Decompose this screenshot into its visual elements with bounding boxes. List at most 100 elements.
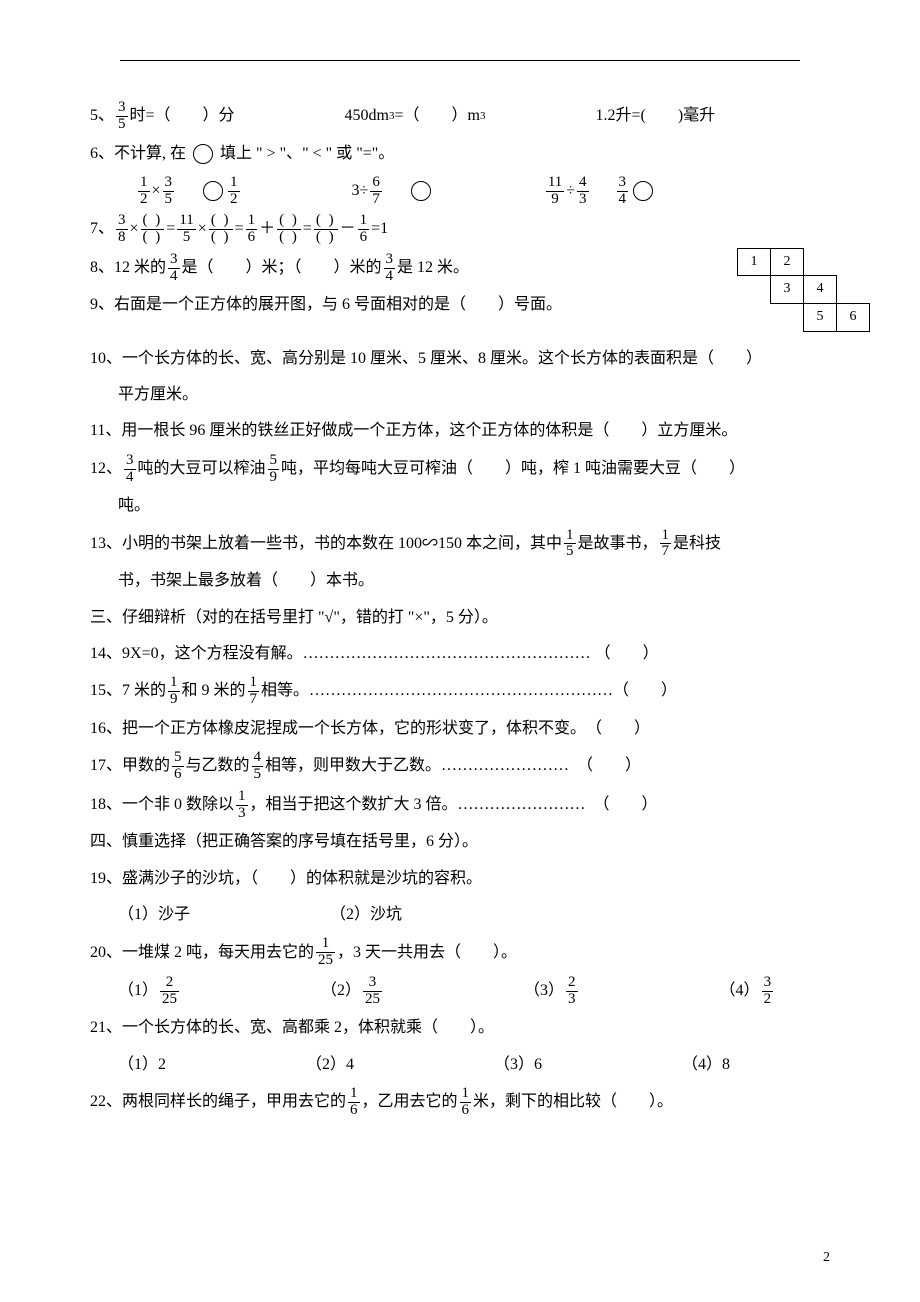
eq1: =1 [371,214,388,244]
q17-a: 17、甲数的 [90,751,170,781]
q5-p2b: =（ ）m [395,101,480,131]
times: × [152,176,161,206]
question-7: 7、 38 × ( )( ) = 115 × ( )( ) = 16 ＋ ( )… [90,213,840,246]
frac: 67 [370,175,382,208]
question-12: 12、 34 吨的大豆可以榨油 59 吨，平均每吨大豆可榨油（ ）吨，榨 1 吨… [90,453,840,486]
question-21-options: （1）2 （2）4 （3）6 （4）8 [90,1050,840,1080]
q20-a: 20、一堆煤 2 吨，每天用去它的 [90,938,314,968]
frac: 56 [172,750,184,783]
q17-c: 相等，则甲数大于乙数。…………………… （ ） [265,751,641,781]
question-10b: 平方厘米。 [90,380,840,410]
eq: = [303,214,312,244]
frac-3-5: 3 5 [116,100,128,133]
circle-icon [193,144,213,164]
question-10: 10、一个长方体的长、宽、高分别是 10 厘米、5 厘米、8 厘米。这个长方体的… [90,344,840,374]
question-11: 11、用一根长 96 厘米的铁丝正好做成一个正方体，这个正方体的体积是（ ）立方… [90,416,840,446]
circle-icon [203,181,223,201]
opt: （3）6 [494,1050,542,1080]
frac-paren: ( )( ) [314,213,338,246]
eq: = [166,214,175,244]
q13-a: 13、小明的书架上放着一些书，书的本数在 100∽150 本之间，其中 [90,529,562,559]
frac-paren: ( )( ) [209,213,233,246]
times: × [198,214,207,244]
frac: 59 [268,453,280,486]
frac: 34 [384,252,396,285]
frac: 325 [363,975,382,1008]
question-20-options: （1） 225 （2） 325 （3） 23 （4） 32 [90,975,840,1008]
exp: 3 [480,106,486,127]
frac: 16 [246,213,258,246]
q17-b: 与乙数的 [186,751,250,781]
opt: （2）沙坑 [330,900,402,930]
question-8: 8、12 米的 34 是（ ）米；（ ）米的 34 是 12 米。 [90,252,723,285]
opt-label: （1） [118,976,158,1006]
frac: 115 [177,213,195,246]
opt-label: （4） [720,976,760,1006]
net-cell: 1 [738,248,771,276]
frac: 35 [163,175,175,208]
q5-p2a: 450dm [345,101,389,131]
frac: 16 [358,213,370,246]
q12-tail: 吨。 [90,491,840,521]
minus: － [340,214,356,244]
q22-a: 22、两根同样长的绳子，甲用去它的 [90,1087,346,1117]
frac: 43 [577,175,589,208]
frac: 125 [316,936,335,969]
page: 5、 3 5 时=（ ）分 450dm3 =（ ）m3 1.2升=( )毫升 6… [0,0,920,1302]
cube-net: 12 34 56 [737,248,870,332]
opt: （1）沙子 [118,900,190,930]
question-22: 22、两根同样长的绳子，甲用去它的 16 ，乙用去它的 16 米，剩下的相比较（… [90,1086,840,1119]
q15-c: 相等。…………………………………………………（ ） [261,676,677,706]
frac: 17 [248,675,260,708]
q13-b: 是故事书， [578,529,658,559]
frac: 34 [124,453,136,486]
header-rule [120,60,800,61]
q5-p1: 时=（ ）分 [130,101,235,131]
question-15: 15、7 米的 19 和 9 米的 17 相等。…………………………………………… [90,675,840,708]
q12-b: 吨的大豆可以榨油 [138,454,266,484]
frac: 32 [762,975,774,1008]
q12-a: 12、 [90,454,122,484]
q8-c: 是 12 米。 [397,253,469,283]
net-cell: 4 [804,276,837,304]
q7-prefix: 7、 [90,214,114,244]
page-number: 2 [823,1245,830,1272]
circle-icon [411,181,431,201]
frac: 34 [168,252,180,285]
opt-label: （3） [524,976,564,1006]
q22-b: ，乙用去它的 [362,1087,458,1117]
frac: 13 [236,789,248,822]
q5-p3: 1.2升=( )毫升 [595,101,715,131]
q6-tail: 填上 " > "、" < " 或 "="。 [220,145,394,162]
question-21: 21、一个长方体的长、宽、高都乘 2，体积就乘（ ）。 [90,1013,840,1043]
frac: 34 [617,175,629,208]
frac: 16 [348,1086,360,1119]
content: 5、 3 5 时=（ ）分 450dm3 =（ ）m3 1.2升=( )毫升 6… [90,100,840,1119]
frac: 19 [168,675,180,708]
opt: （4）8 [682,1050,730,1080]
q6-prefix: 6、不计算, 在 [90,145,186,162]
frac: 38 [116,213,128,246]
opt: （2）4 [306,1050,354,1080]
net-cell: 2 [771,248,804,276]
question-19: 19、盛满沙子的沙坑，（ ）的体积就是沙坑的容积。 [90,864,840,894]
q8-a: 8、12 米的 [90,253,166,283]
question-19-options: （1）沙子 （2）沙坑 [90,900,840,930]
q18-b: ，相当于把这个数扩大 3 倍。…………………… （ ） [250,790,658,820]
q18-a: 18、一个非 0 数除以 [90,790,234,820]
question-16: 16、把一个正方体橡皮泥捏成一个长方体，它的形状变了，体积不变。 （ ） [90,714,840,744]
circle-icon [633,181,653,201]
q15-b: 和 9 米的 [182,676,246,706]
q5-prefix: 5、 [90,101,114,131]
question-6-expr: 12 × 35 12 3÷ 67 119 ÷ 43 34 [90,175,840,208]
eq: = [235,214,244,244]
plus: ＋ [259,214,275,244]
q22-c: 米，剩下的相比较（ ）。 [473,1087,673,1117]
cube-net-table: 12 34 56 [737,248,870,332]
question-5: 5、 3 5 时=（ ）分 450dm3 =（ ）m3 1.2升=( )毫升 [90,100,840,133]
frac: 12 [228,175,240,208]
frac: 16 [460,1086,472,1119]
frac: 12 [138,175,150,208]
net-cell: 5 [804,304,837,332]
frac: 17 [660,528,672,561]
